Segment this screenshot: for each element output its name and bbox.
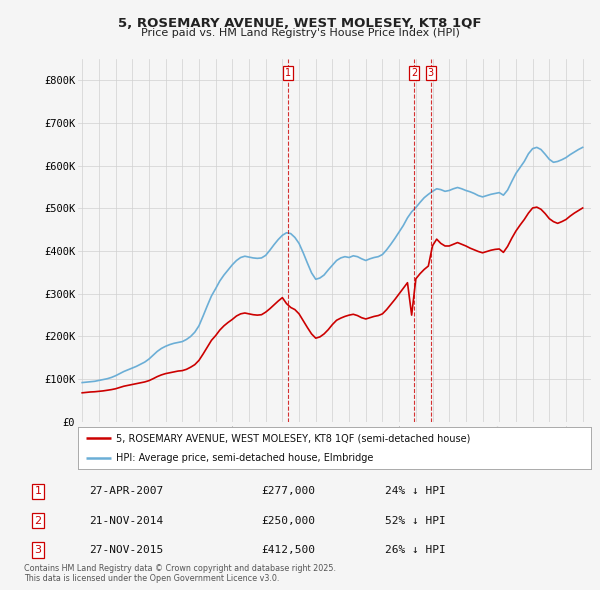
Text: 1: 1 [284,68,291,78]
Text: 5, ROSEMARY AVENUE, WEST MOLESEY, KT8 1QF: 5, ROSEMARY AVENUE, WEST MOLESEY, KT8 1Q… [118,17,482,30]
Text: 21-NOV-2014: 21-NOV-2014 [89,516,163,526]
Text: 27-APR-2007: 27-APR-2007 [89,486,163,496]
Text: 26% ↓ HPI: 26% ↓ HPI [385,545,446,555]
Text: Price paid vs. HM Land Registry's House Price Index (HPI): Price paid vs. HM Land Registry's House … [140,28,460,38]
Text: 1: 1 [35,486,41,496]
Text: £250,000: £250,000 [261,516,315,526]
Text: 24% ↓ HPI: 24% ↓ HPI [385,486,446,496]
Text: 3: 3 [428,68,434,78]
Text: 2: 2 [411,68,417,78]
Text: 27-NOV-2015: 27-NOV-2015 [89,545,163,555]
Text: Contains HM Land Registry data © Crown copyright and database right 2025.
This d: Contains HM Land Registry data © Crown c… [24,563,336,583]
Text: 5, ROSEMARY AVENUE, WEST MOLESEY, KT8 1QF (semi-detached house): 5, ROSEMARY AVENUE, WEST MOLESEY, KT8 1Q… [116,434,471,444]
Text: 2: 2 [35,516,41,526]
Text: £412,500: £412,500 [261,545,315,555]
Text: 3: 3 [35,545,41,555]
Text: £277,000: £277,000 [261,486,315,496]
Text: 52% ↓ HPI: 52% ↓ HPI [385,516,446,526]
Text: HPI: Average price, semi-detached house, Elmbridge: HPI: Average price, semi-detached house,… [116,454,374,463]
